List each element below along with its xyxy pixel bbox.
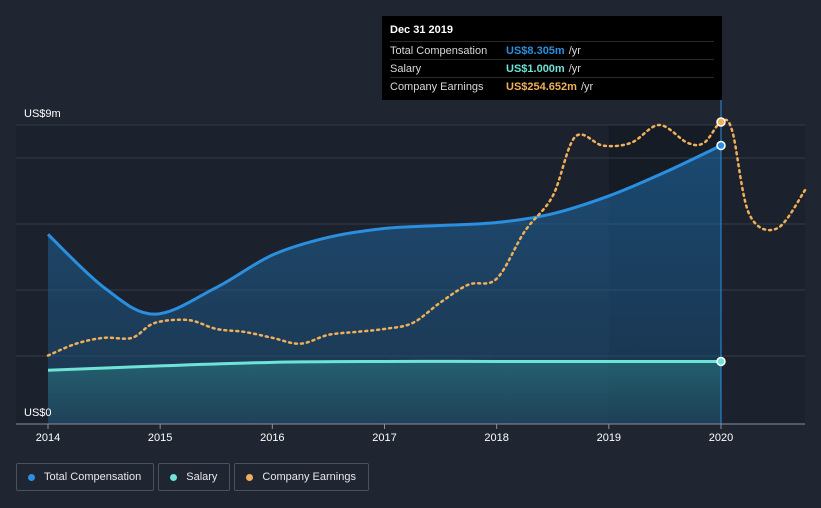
salary-line	[47, 359, 721, 372]
tooltip-date: Dec 31 2019	[390, 24, 453, 36]
total-compensation-line	[46, 144, 722, 316]
salary-area	[48, 361, 721, 424]
legend-label: Total Compensation	[44, 471, 142, 483]
legend-item-salary[interactable]: Salary	[158, 463, 231, 491]
earnings-marker	[716, 117, 726, 127]
tooltip-unit: /yr	[568, 62, 581, 75]
tooltip-value: US$254.652m	[506, 80, 577, 93]
x-tick-label: 2018	[484, 432, 508, 444]
y-axis-max-label: US$9m	[24, 108, 61, 120]
tooltip-label: Company Earnings	[390, 80, 484, 93]
x-tick-label: 2015	[148, 432, 172, 444]
legend-label: Salary	[186, 471, 218, 483]
tooltip-row-total-compensation: Total Compensation US$8.305m /yr	[390, 41, 714, 59]
compensation-chart: 2014 2015 2016 2017 2018 2019 2020 US$9m US$0	[16, 100, 807, 444]
tooltip-unit: /yr	[580, 80, 594, 93]
legend-dot-icon	[170, 473, 178, 481]
x-tick-label: 2014	[36, 432, 60, 444]
tooltip-row-company-earnings: Company Earnings US$254.652m /yr	[390, 77, 714, 95]
chart-tooltip: Dec 31 2019 Total Compensation US$8.305m…	[382, 16, 722, 100]
tooltip-value: US$8.305m	[506, 44, 565, 57]
legend-item-company-earnings[interactable]: Company Earnings	[234, 463, 369, 491]
compensation-marker	[716, 140, 726, 151]
x-tick-label: 2016	[260, 432, 284, 444]
legend-dot-icon	[28, 473, 35, 481]
salary-marker	[716, 356, 726, 367]
tooltip-unit: /yr	[568, 44, 581, 57]
chart-legend: Total Compensation Salary Company Earnin…	[16, 463, 369, 491]
tooltip-value: US$1.000m	[506, 62, 565, 75]
legend-item-total-compensation[interactable]: Total Compensation	[16, 463, 155, 491]
tooltip-row-salary: Salary US$1.000m /yr	[390, 59, 714, 77]
x-tick-label: 2020	[709, 432, 733, 444]
company-earnings-line	[46, 118, 807, 357]
tooltip-label: Total Compensation	[390, 44, 488, 57]
x-tick-label: 2017	[372, 432, 396, 444]
legend-label: Company Earnings	[262, 471, 356, 483]
legend-dot-icon	[246, 473, 254, 481]
tooltip-label: Salary	[390, 62, 422, 75]
x-tick-label: 2019	[597, 432, 621, 444]
y-axis-min-label: US$0	[24, 407, 52, 419]
